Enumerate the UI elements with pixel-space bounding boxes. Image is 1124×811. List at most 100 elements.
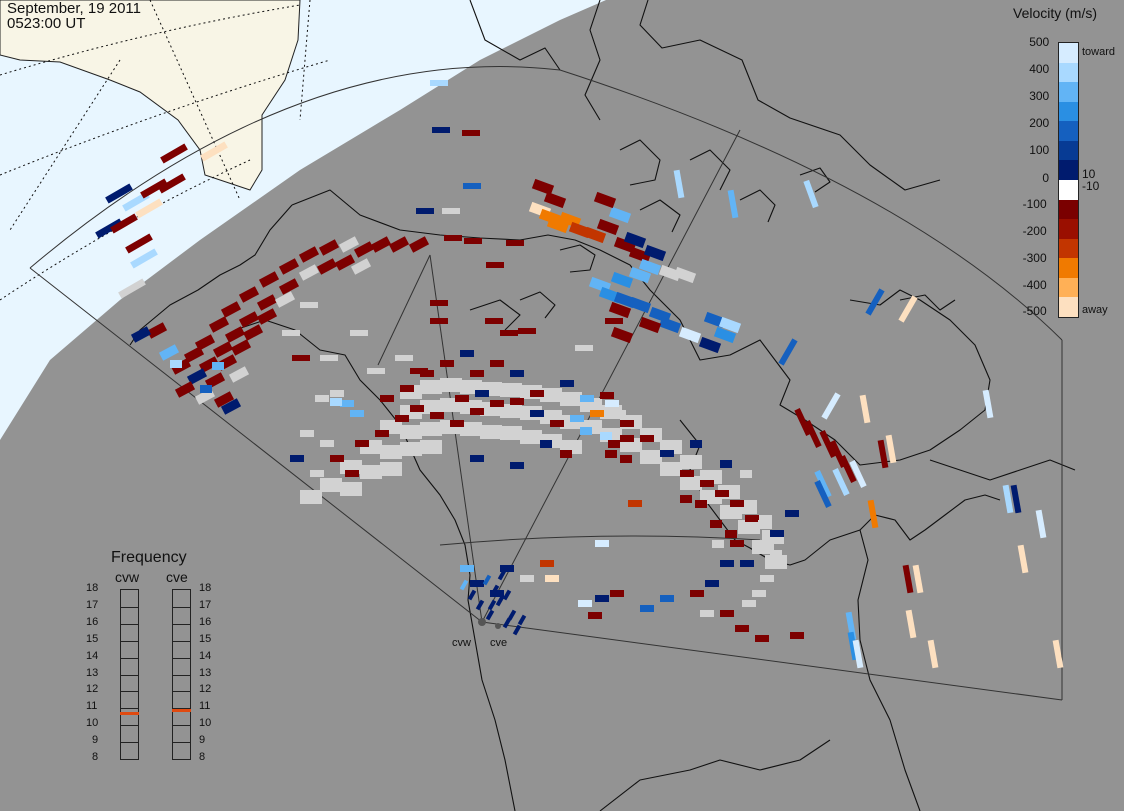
radar-cell <box>865 288 885 316</box>
radar-cell <box>340 482 362 496</box>
radar-cell <box>518 328 536 334</box>
radar-cell <box>912 564 924 594</box>
radar-cell <box>628 296 652 314</box>
radar-cell <box>859 394 871 424</box>
frequency-grid-line <box>173 691 190 693</box>
radar-cell <box>400 385 414 392</box>
frequency-grid-line <box>173 708 190 710</box>
radar-cell <box>380 395 394 402</box>
radar-cell <box>430 318 448 324</box>
radar-cell <box>146 322 168 339</box>
radar-cell <box>125 233 153 254</box>
radar-cell <box>628 266 652 284</box>
frequency-channel-cve: cve <box>166 569 188 585</box>
frequency-channel-cvw: cvw <box>115 569 140 585</box>
radar-cell <box>658 264 682 282</box>
radar-cell <box>480 425 502 439</box>
radar-cell <box>803 179 819 209</box>
frequency-scale-label: 15 <box>86 632 99 645</box>
frequency-scale-label: 9 <box>199 734 206 747</box>
frequency-marker <box>120 712 139 716</box>
frequency-scale-label: 18 <box>199 582 212 594</box>
radar-cell <box>500 330 518 336</box>
velocity-tick-label: 500 <box>1029 35 1050 49</box>
frequency-grid-line <box>173 657 190 659</box>
radar-cell <box>320 355 338 361</box>
radar-cell <box>590 410 604 417</box>
radar-cell <box>242 324 264 341</box>
radar-cell <box>486 262 504 268</box>
radar-cell <box>274 291 296 308</box>
radar-cell <box>212 341 234 358</box>
radar-cell <box>170 360 182 368</box>
velocity-tick-label: 10 <box>1082 167 1096 181</box>
frequency-scale-label: 12 <box>86 683 99 696</box>
radar-cell <box>610 590 624 597</box>
radar-cell <box>638 316 662 334</box>
radar-cell <box>517 614 527 626</box>
velocity-colorbar-segment <box>1059 219 1078 240</box>
radar-cell <box>546 216 570 234</box>
radar-cell <box>388 236 410 253</box>
radar-cell <box>416 208 434 214</box>
radar-cell <box>455 395 469 402</box>
radar-cell <box>420 422 442 436</box>
radar-cell <box>490 360 504 367</box>
radar-cell <box>464 238 482 244</box>
radar-cell <box>600 432 612 440</box>
radar-cell <box>712 540 724 548</box>
radar-cell <box>620 420 634 427</box>
radar-cell <box>420 400 442 414</box>
radar-cell <box>730 500 744 507</box>
velocity-away-label: away <box>1082 304 1108 316</box>
radar-cell <box>550 420 564 427</box>
radar-cell <box>680 476 702 490</box>
radar-cell <box>610 326 634 344</box>
radar-cell <box>720 460 732 468</box>
radar-cell <box>228 366 250 383</box>
frequency-scale-label: 8 <box>199 751 206 763</box>
frequency-marker <box>172 708 191 712</box>
radar-cell <box>495 595 505 607</box>
radar-cell <box>588 612 602 619</box>
radar-cell <box>432 127 450 133</box>
radar-cell <box>183 346 205 363</box>
radar-cell <box>292 355 310 361</box>
radar-cell <box>839 455 857 483</box>
radar-cell <box>355 440 369 447</box>
frequency-scale-label: 17 <box>199 598 212 611</box>
velocity-colorbar-segment <box>1059 238 1078 259</box>
radar-cell <box>158 344 180 361</box>
radar-cell <box>500 426 522 440</box>
radar-cell <box>640 435 654 442</box>
radar-cell <box>330 398 342 406</box>
time-label: 0523:00 UT <box>7 15 86 32</box>
radar-cell <box>596 218 620 236</box>
radar-cell <box>720 610 734 617</box>
radar-cell <box>885 434 897 464</box>
radar-cell <box>487 599 497 611</box>
frequency-grid-line <box>173 725 190 727</box>
radar-cell <box>256 308 278 325</box>
radar-cell <box>430 412 444 419</box>
radar-cell <box>905 609 917 639</box>
radar-cell <box>720 505 742 519</box>
radar-cell <box>718 316 742 334</box>
radar-cell <box>770 550 782 558</box>
radar-cell <box>420 440 442 454</box>
radar-cell <box>660 595 674 602</box>
radar-cell <box>130 326 152 343</box>
radar-cell <box>608 206 632 224</box>
radar-cell <box>583 226 607 244</box>
radar-cell <box>540 560 554 567</box>
radar-cell <box>290 455 304 462</box>
frequency-scale-label: 13 <box>199 666 212 679</box>
radar-cell <box>330 455 344 462</box>
frequency-grid-line <box>121 623 138 625</box>
radar-cell <box>230 339 252 356</box>
velocity-tick-label: 400 <box>1029 62 1050 76</box>
radar-cell <box>500 565 514 572</box>
radar-cell <box>695 500 707 508</box>
radar-cell <box>440 360 454 367</box>
radar-cell <box>710 520 722 528</box>
